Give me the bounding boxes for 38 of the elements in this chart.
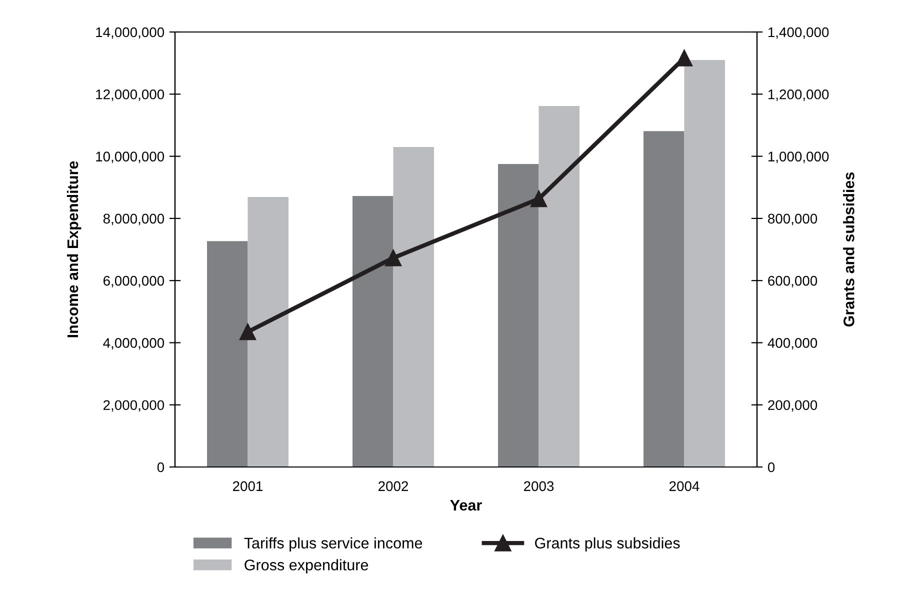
bar (538, 106, 580, 467)
legend-label: Grants plus subsidies (535, 537, 680, 552)
bar (644, 131, 684, 467)
y2-tick-label: 1,000,000 (768, 152, 829, 164)
y2-tick-label: 1,400,000 (768, 27, 829, 39)
y-tick-label: 2,000,000 (104, 400, 164, 412)
x-tick-label: 2001 (233, 481, 263, 492)
y2-tick-label: 200,000 (768, 400, 818, 412)
bar (498, 164, 539, 467)
y2-tick-label: 1,200,000 (768, 89, 829, 101)
y2-axis-title: Grants and subsidies (843, 172, 854, 327)
x-tick-label: 2004 (670, 481, 700, 492)
point (676, 50, 693, 66)
bar (207, 241, 248, 467)
y-tick-label: 6,000,000 (104, 276, 164, 288)
point (239, 324, 256, 340)
bar (352, 196, 394, 467)
x-tick-label: 2002 (378, 481, 408, 492)
y-tick-label: 10,000,000 (96, 152, 164, 164)
y-tick-label: 8,000,000 (103, 214, 164, 226)
x-tick-label: 2003 (524, 481, 554, 492)
y2-tick-label: 800,000 (768, 214, 818, 226)
y2-tick-label: 600,000 (768, 276, 818, 288)
bar (684, 60, 725, 467)
x-axis-title: Year (450, 500, 482, 511)
bar (248, 196, 288, 467)
y-tick-label: 14,000,000 (96, 27, 164, 39)
y2-tick-label: 0 (768, 462, 775, 472)
point (384, 250, 402, 266)
y-tick-label: 4,000,000 (103, 338, 164, 350)
y-axis-title: Income and Expenditure (66, 161, 82, 338)
y2-tick-label: 400,000 (768, 338, 818, 350)
bar (393, 146, 434, 467)
point (530, 190, 548, 208)
legend-label: Tariffs plus service income (244, 537, 422, 552)
y-tick-label: 0 (157, 462, 164, 472)
legend-label: Gross expenditure (244, 559, 368, 574)
y-tick-label: 12,000,000 (96, 89, 164, 101)
